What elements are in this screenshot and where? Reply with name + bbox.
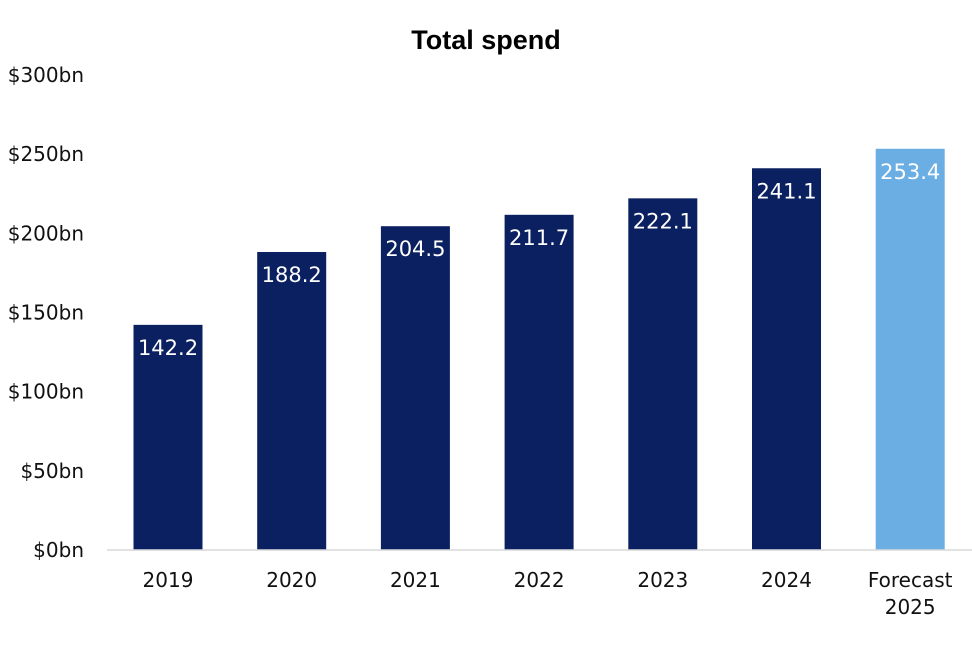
data-label: 211.7: [509, 226, 569, 250]
x-tick-label: 2024: [761, 568, 812, 592]
y-tick-label: $150bn: [8, 301, 84, 325]
y-tick-label: $100bn: [8, 380, 84, 404]
x-tick-label: 2022: [514, 568, 565, 592]
data-label: 142.2: [138, 336, 198, 360]
bar: [133, 324, 203, 550]
data-label: 222.1: [633, 209, 693, 233]
x-tick-label: 2019: [143, 568, 194, 592]
bar: [504, 214, 574, 550]
bar: [752, 168, 821, 550]
chart-title: Total spend: [411, 25, 561, 55]
x-tick-label: 2023: [637, 568, 688, 592]
bars: 142.2 188.2 204.5 211.7 222.1 241.1 253.4: [133, 148, 945, 551]
y-tick-label: $200bn: [8, 221, 84, 245]
data-label: 204.5: [385, 237, 445, 261]
y-tick-label: $0bn: [33, 538, 84, 562]
x-tick-label: 2025: [885, 595, 936, 619]
data-label: 253.4: [880, 160, 940, 184]
bar: [257, 252, 327, 550]
x-tick-label: Forecast: [868, 568, 953, 592]
x-axis: 2019 2020 2021 2022 2023 2024 Forecast 2025: [143, 568, 953, 619]
y-tick-label: $300bn: [8, 63, 84, 87]
y-axis: $0bn $50bn $100bn $150bn $200bn $250bn $300bn: [8, 63, 84, 562]
x-tick-label: 2021: [390, 568, 441, 592]
bar: [628, 198, 698, 550]
y-tick-label: $50bn: [20, 459, 84, 483]
bar: [380, 226, 450, 551]
bar: [875, 148, 945, 551]
x-tick-label: 2020: [266, 568, 317, 592]
data-label: 188.2: [262, 263, 322, 287]
data-label: 241.1: [756, 179, 816, 203]
y-tick-label: $250bn: [8, 142, 84, 166]
